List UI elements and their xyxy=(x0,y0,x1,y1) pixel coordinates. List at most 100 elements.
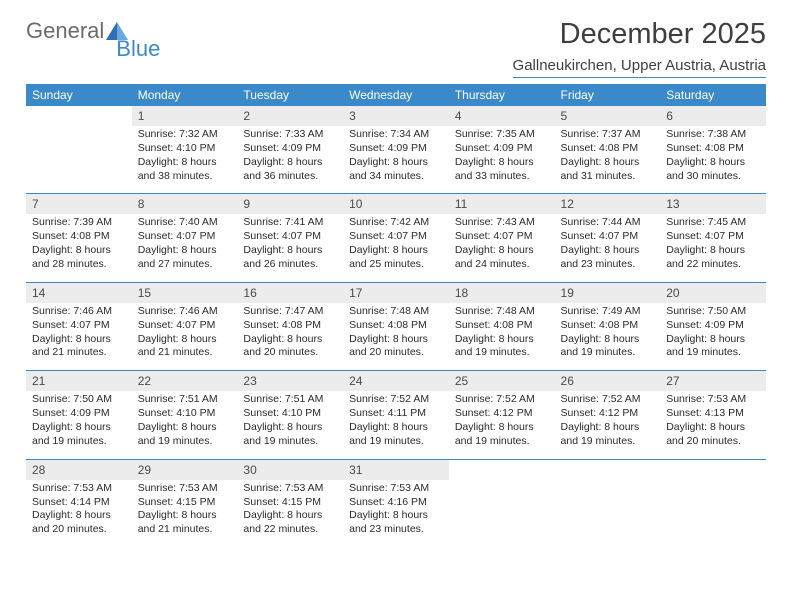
daylight-text: Daylight: 8 hours and 21 minutes. xyxy=(138,333,232,361)
day-cell xyxy=(449,480,555,547)
sunset-text: Sunset: 4:08 PM xyxy=(32,230,126,244)
daylight-text: Daylight: 8 hours and 19 minutes. xyxy=(561,333,655,361)
day-number-row: 78910111213 xyxy=(26,194,766,215)
sunrise-text: Sunrise: 7:52 AM xyxy=(561,393,655,407)
day-content-row: Sunrise: 7:32 AMSunset: 4:10 PMDaylight:… xyxy=(26,126,766,194)
day-cell: Sunrise: 7:48 AMSunset: 4:08 PMDaylight:… xyxy=(449,303,555,371)
day-number: 12 xyxy=(555,194,661,215)
sunset-text: Sunset: 4:14 PM xyxy=(32,496,126,510)
day-number xyxy=(660,459,766,480)
day-number xyxy=(26,106,132,126)
day-cell: Sunrise: 7:47 AMSunset: 4:08 PMDaylight:… xyxy=(237,303,343,371)
daylight-text: Daylight: 8 hours and 28 minutes. xyxy=(32,244,126,272)
location-text: Gallneukirchen, Upper Austria, Austria xyxy=(513,57,766,78)
day-number: 22 xyxy=(132,371,238,392)
day-number: 15 xyxy=(132,282,238,303)
day-number: 20 xyxy=(660,282,766,303)
daylight-text: Daylight: 8 hours and 20 minutes. xyxy=(666,421,760,449)
day-cell: Sunrise: 7:53 AMSunset: 4:15 PMDaylight:… xyxy=(237,480,343,547)
sunset-text: Sunset: 4:08 PM xyxy=(666,142,760,156)
sunrise-text: Sunrise: 7:47 AM xyxy=(243,305,337,319)
day-number: 18 xyxy=(449,282,555,303)
sunset-text: Sunset: 4:10 PM xyxy=(138,142,232,156)
sunset-text: Sunset: 4:09 PM xyxy=(243,142,337,156)
day-number: 30 xyxy=(237,459,343,480)
day-number-row: 28293031 xyxy=(26,459,766,480)
sunset-text: Sunset: 4:08 PM xyxy=(561,319,655,333)
sunrise-text: Sunrise: 7:53 AM xyxy=(349,482,443,496)
day-cell xyxy=(26,126,132,194)
daylight-text: Daylight: 8 hours and 33 minutes. xyxy=(455,156,549,184)
sunrise-text: Sunrise: 7:49 AM xyxy=(561,305,655,319)
sunset-text: Sunset: 4:09 PM xyxy=(455,142,549,156)
sunrise-text: Sunrise: 7:41 AM xyxy=(243,216,337,230)
daylight-text: Daylight: 8 hours and 26 minutes. xyxy=(243,244,337,272)
day-cell: Sunrise: 7:33 AMSunset: 4:09 PMDaylight:… xyxy=(237,126,343,194)
sunset-text: Sunset: 4:15 PM xyxy=(243,496,337,510)
day-number: 28 xyxy=(26,459,132,480)
day-cell xyxy=(660,480,766,547)
day-content-row: Sunrise: 7:50 AMSunset: 4:09 PMDaylight:… xyxy=(26,391,766,459)
day-number: 21 xyxy=(26,371,132,392)
day-cell: Sunrise: 7:50 AMSunset: 4:09 PMDaylight:… xyxy=(660,303,766,371)
daylight-text: Daylight: 8 hours and 19 minutes. xyxy=(243,421,337,449)
daylight-text: Daylight: 8 hours and 27 minutes. xyxy=(138,244,232,272)
sunrise-text: Sunrise: 7:44 AM xyxy=(561,216,655,230)
sunrise-text: Sunrise: 7:48 AM xyxy=(349,305,443,319)
day-cell: Sunrise: 7:52 AMSunset: 4:12 PMDaylight:… xyxy=(555,391,661,459)
daylight-text: Daylight: 8 hours and 23 minutes. xyxy=(561,244,655,272)
day-number: 4 xyxy=(449,106,555,126)
sunrise-text: Sunrise: 7:50 AM xyxy=(666,305,760,319)
day-cell: Sunrise: 7:43 AMSunset: 4:07 PMDaylight:… xyxy=(449,214,555,282)
day-cell: Sunrise: 7:45 AMSunset: 4:07 PMDaylight:… xyxy=(660,214,766,282)
day-cell: Sunrise: 7:44 AMSunset: 4:07 PMDaylight:… xyxy=(555,214,661,282)
sunrise-text: Sunrise: 7:52 AM xyxy=(455,393,549,407)
day-cell: Sunrise: 7:53 AMSunset: 4:16 PMDaylight:… xyxy=(343,480,449,547)
daylight-text: Daylight: 8 hours and 20 minutes. xyxy=(32,509,126,537)
sunrise-text: Sunrise: 7:46 AM xyxy=(32,305,126,319)
day-content-row: Sunrise: 7:46 AMSunset: 4:07 PMDaylight:… xyxy=(26,303,766,371)
sunrise-text: Sunrise: 7:43 AM xyxy=(455,216,549,230)
day-number-row: 14151617181920 xyxy=(26,282,766,303)
day-number: 23 xyxy=(237,371,343,392)
sunrise-text: Sunrise: 7:34 AM xyxy=(349,128,443,142)
day-cell: Sunrise: 7:50 AMSunset: 4:09 PMDaylight:… xyxy=(26,391,132,459)
sunset-text: Sunset: 4:09 PM xyxy=(32,407,126,421)
day-number: 24 xyxy=(343,371,449,392)
sunset-text: Sunset: 4:07 PM xyxy=(32,319,126,333)
daylight-text: Daylight: 8 hours and 19 minutes. xyxy=(32,421,126,449)
sunrise-text: Sunrise: 7:38 AM xyxy=(666,128,760,142)
sunset-text: Sunset: 4:09 PM xyxy=(349,142,443,156)
weekday-header: Saturday xyxy=(660,84,766,106)
sunrise-text: Sunrise: 7:42 AM xyxy=(349,216,443,230)
day-number: 6 xyxy=(660,106,766,126)
sunset-text: Sunset: 4:11 PM xyxy=(349,407,443,421)
daylight-text: Daylight: 8 hours and 38 minutes. xyxy=(138,156,232,184)
daylight-text: Daylight: 8 hours and 21 minutes. xyxy=(138,509,232,537)
day-cell: Sunrise: 7:48 AMSunset: 4:08 PMDaylight:… xyxy=(343,303,449,371)
month-title: December 2025 xyxy=(513,18,766,51)
day-cell: Sunrise: 7:41 AMSunset: 4:07 PMDaylight:… xyxy=(237,214,343,282)
daylight-text: Daylight: 8 hours and 19 minutes. xyxy=(561,421,655,449)
sunrise-text: Sunrise: 7:45 AM xyxy=(666,216,760,230)
sunset-text: Sunset: 4:07 PM xyxy=(561,230,655,244)
sunset-text: Sunset: 4:12 PM xyxy=(561,407,655,421)
day-cell: Sunrise: 7:40 AMSunset: 4:07 PMDaylight:… xyxy=(132,214,238,282)
daylight-text: Daylight: 8 hours and 19 minutes. xyxy=(455,333,549,361)
day-cell: Sunrise: 7:42 AMSunset: 4:07 PMDaylight:… xyxy=(343,214,449,282)
day-number: 10 xyxy=(343,194,449,215)
daylight-text: Daylight: 8 hours and 34 minutes. xyxy=(349,156,443,184)
logo: General Blue xyxy=(26,18,174,44)
sunset-text: Sunset: 4:07 PM xyxy=(455,230,549,244)
day-cell: Sunrise: 7:46 AMSunset: 4:07 PMDaylight:… xyxy=(132,303,238,371)
sunset-text: Sunset: 4:13 PM xyxy=(666,407,760,421)
sunrise-text: Sunrise: 7:32 AM xyxy=(138,128,232,142)
sunset-text: Sunset: 4:08 PM xyxy=(455,319,549,333)
header: General Blue December 2025 Gallneukirche… xyxy=(26,18,766,78)
daylight-text: Daylight: 8 hours and 21 minutes. xyxy=(32,333,126,361)
sunset-text: Sunset: 4:09 PM xyxy=(666,319,760,333)
weekday-header: Wednesday xyxy=(343,84,449,106)
sunrise-text: Sunrise: 7:40 AM xyxy=(138,216,232,230)
day-cell: Sunrise: 7:39 AMSunset: 4:08 PMDaylight:… xyxy=(26,214,132,282)
sunrise-text: Sunrise: 7:37 AM xyxy=(561,128,655,142)
